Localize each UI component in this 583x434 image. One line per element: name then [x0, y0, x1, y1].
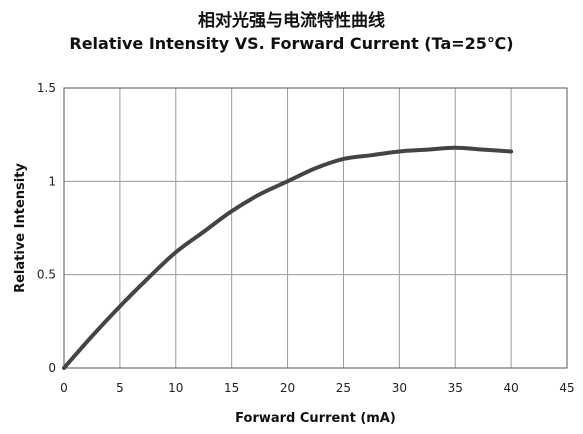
series-line	[62, 145, 514, 370]
y-tick-label: 1	[48, 174, 56, 188]
x-tick-label: 40	[503, 381, 518, 395]
chart-title: 相对光强与电流特性曲线	[198, 11, 385, 31]
x-tick-label: 5	[116, 381, 124, 395]
x-tick-label: 30	[392, 381, 407, 395]
y-tick-label: 1.5	[37, 81, 56, 95]
x-axis-ticks: 0 5 10 15 20 25 30 35 40 45	[60, 381, 574, 395]
plot-frame	[63, 87, 568, 369]
chart-subtitle: Relative Intensity VS. Forward Current (…	[69, 34, 514, 53]
y-tick-label: 0	[48, 361, 56, 375]
x-axis-label: Forward Current (mA)	[235, 411, 396, 426]
y-axis-label: Relative Intensity	[13, 163, 28, 293]
x-tick-label: 10	[168, 381, 183, 395]
x-tick-label: 20	[280, 381, 295, 395]
series-group	[62, 145, 514, 370]
grid	[63, 87, 568, 369]
x-tick-label: 45	[559, 381, 574, 395]
x-tick-label: 15	[224, 381, 239, 395]
x-tick-label: 25	[336, 381, 351, 395]
y-axis-ticks: 0 0.5 1 1.5	[37, 81, 56, 375]
x-tick-label: 0	[60, 381, 68, 395]
x-tick-label: 35	[448, 381, 463, 395]
y-tick-label: 0.5	[37, 268, 56, 282]
